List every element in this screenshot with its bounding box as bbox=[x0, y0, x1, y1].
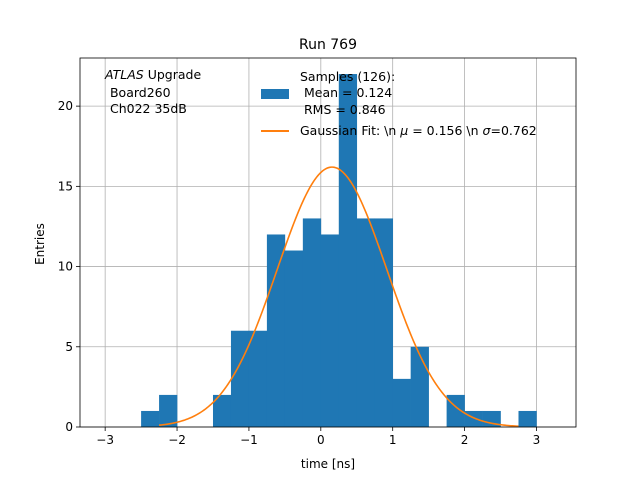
histogram-bar bbox=[212, 394, 232, 427]
atlas-label: ATLAS bbox=[104, 67, 144, 82]
annotation-line-3: Ch022 35dB bbox=[106, 101, 187, 116]
histogram-bar bbox=[230, 330, 250, 427]
atlas-annotation: ATLAS Upgrade Board260 Ch022 35dB bbox=[104, 67, 201, 116]
legend-fit-sigma-value: =0.762 bbox=[490, 123, 536, 138]
histogram-bar bbox=[266, 234, 286, 427]
histogram-bar bbox=[518, 410, 537, 427]
histogram-bar bbox=[159, 394, 178, 427]
y-tick-label: 5 bbox=[65, 340, 73, 354]
axes-frame bbox=[79, 57, 577, 428]
upgrade-label: Upgrade bbox=[144, 67, 202, 82]
histogram-bar bbox=[284, 250, 304, 427]
legend-fit-sigma-symbol: σ bbox=[483, 123, 492, 138]
legend-fit-label: Gaussian Fit: \n μ = 0.156 \n σ=0.762 bbox=[300, 123, 537, 138]
x-tick-label: 1 bbox=[389, 433, 397, 447]
histogram-bar bbox=[338, 74, 358, 427]
legend-fit-mu-symbol: μ bbox=[399, 123, 408, 138]
y-tick-label: 20 bbox=[58, 99, 73, 113]
gaussian-fit-layer bbox=[158, 166, 519, 428]
y-tick-label: 15 bbox=[58, 179, 73, 193]
histogram-bar bbox=[410, 346, 429, 427]
x-tick-label: −1 bbox=[240, 433, 258, 447]
legend-histogram-swatch bbox=[261, 89, 289, 99]
x-tick-label: 2 bbox=[461, 433, 469, 447]
x-tick-label: 0 bbox=[317, 433, 325, 447]
gaussian-fit-curve bbox=[158, 166, 519, 428]
histogram-bar bbox=[320, 234, 340, 427]
legend-histogram-label-line-1: Samples (126): bbox=[300, 69, 395, 84]
legend: Samples (126): Mean = 0.124 RMS = 0.846 … bbox=[261, 69, 537, 138]
legend-histogram-label-line-3: RMS = 0.846 bbox=[300, 102, 386, 117]
x-tick-label: −2 bbox=[168, 433, 186, 447]
histogram-bar bbox=[374, 218, 393, 427]
y-tick-label: 0 bbox=[65, 420, 73, 434]
x-axis-ticks: −3 −2 −1 0 1 2 3 bbox=[96, 427, 540, 447]
annotation-line-2: Board260 bbox=[106, 85, 171, 100]
chart-title: Run 769 bbox=[299, 37, 357, 53]
y-axis-label: Entries bbox=[33, 223, 47, 265]
y-axis-ticks: 0 5 10 15 20 bbox=[58, 99, 80, 434]
histogram-bar bbox=[141, 410, 160, 427]
histogram-bar bbox=[248, 330, 268, 427]
histogram-bar bbox=[302, 218, 322, 427]
x-tick-label: 3 bbox=[533, 433, 541, 447]
histogram-bar bbox=[356, 218, 376, 427]
y-tick-label: 10 bbox=[58, 260, 73, 274]
x-tick-label: −3 bbox=[96, 433, 114, 447]
histogram-bar bbox=[392, 378, 411, 427]
legend-fit-mu-value: = 0.156 \n bbox=[408, 123, 482, 138]
legend-histogram-label-line-2: Mean = 0.124 bbox=[300, 85, 392, 100]
legend-fit-label-text: Gaussian Fit: \n bbox=[300, 123, 400, 138]
histogram-bar bbox=[464, 410, 483, 427]
annotation-line-1: ATLAS Upgrade bbox=[104, 67, 201, 82]
x-axis-label: time [ns] bbox=[301, 457, 355, 471]
